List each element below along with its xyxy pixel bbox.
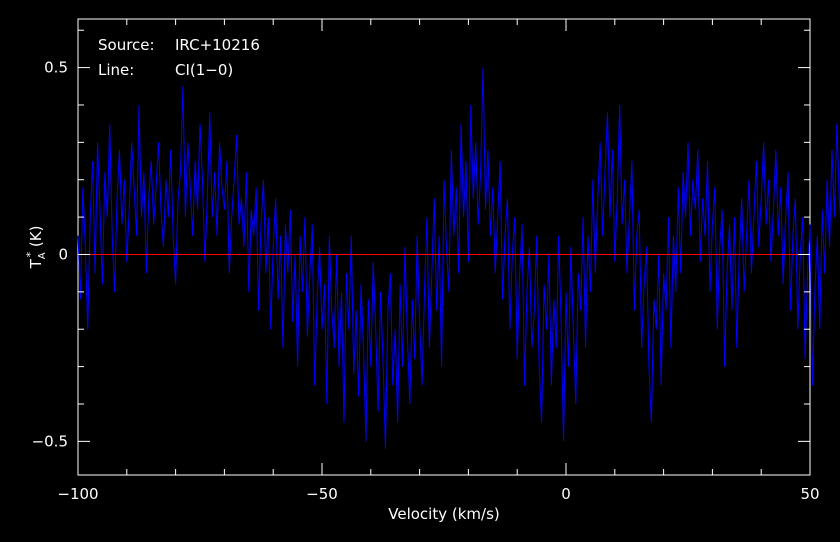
- annotation-source-value: IRC+10216: [175, 36, 260, 54]
- y-tick-label: 0.5: [44, 59, 68, 77]
- y-tick-label: 0: [58, 245, 68, 263]
- spectrum-layer: [77, 67, 840, 449]
- ticks-layer: [77, 19, 811, 475]
- x-tick-label: −50: [306, 485, 338, 503]
- y-axis-label-sup: *: [24, 251, 37, 257]
- y-axis-label-unit: (K): [27, 226, 45, 252]
- spectrum-series-line: [77, 67, 840, 449]
- tick-labels-layer: −100 −50 0 50 −0.5 0 0.5: [32, 59, 820, 503]
- x-tick-label: 50: [800, 485, 819, 503]
- annotation-line-value: CI(1−0): [175, 61, 233, 79]
- annotation-source-label: Source:: [98, 36, 155, 54]
- x-axis-label: Velocity (km/s): [388, 505, 499, 523]
- annotation-line-label: Line:: [98, 61, 134, 79]
- y-axis-label-sub: A: [37, 252, 48, 259]
- y-tick-label: −0.5: [32, 432, 68, 450]
- x-tick-label: 0: [561, 485, 571, 503]
- y-axis-label-main: T: [27, 258, 45, 269]
- y-axis-label: TA* (K): [24, 226, 48, 270]
- x-tick-label: −100: [57, 485, 98, 503]
